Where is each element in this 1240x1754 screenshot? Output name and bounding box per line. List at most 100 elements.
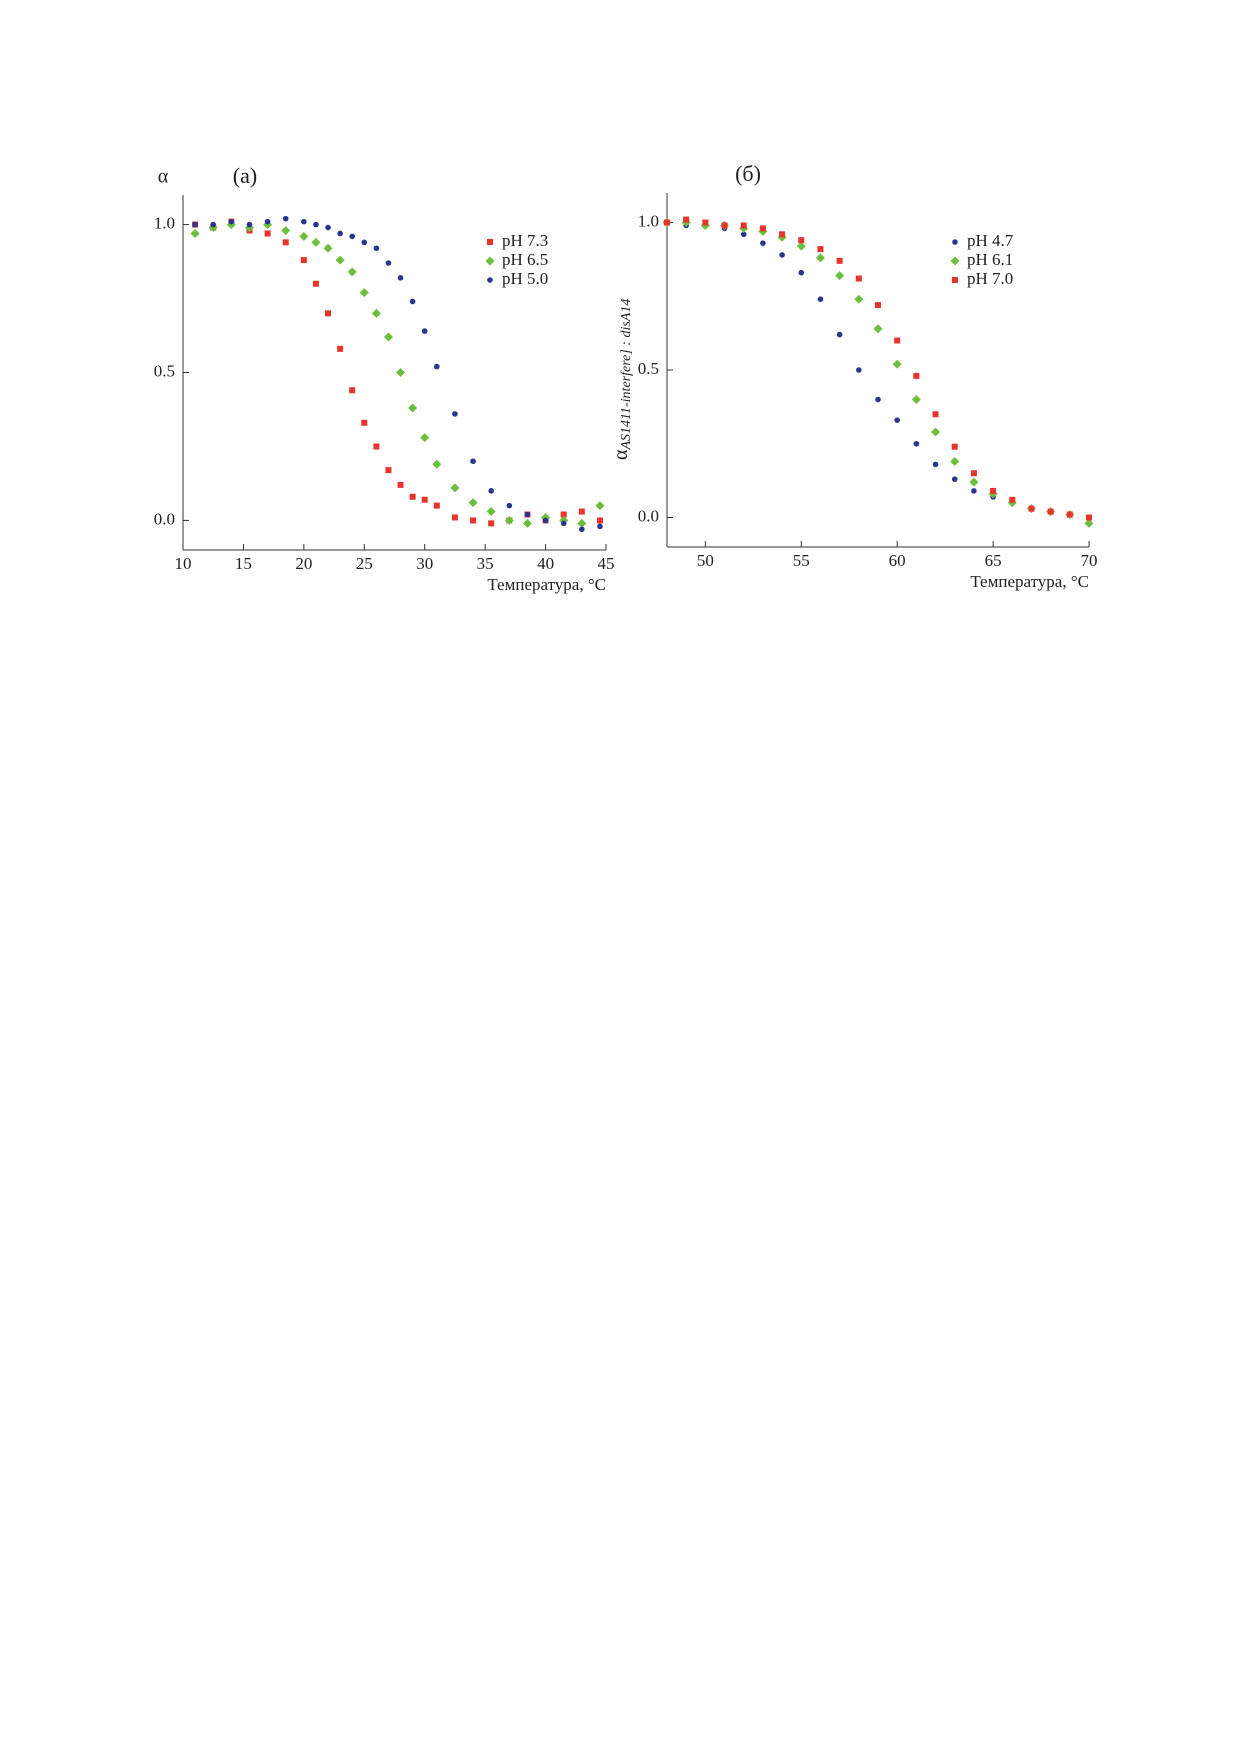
- marker: [836, 331, 843, 338]
- x-axis-label: Температура, °C: [487, 575, 606, 594]
- x-tick-label: 35: [477, 554, 494, 573]
- marker: [313, 221, 319, 228]
- y-tick-label: 0.5: [638, 359, 659, 378]
- x-tick-label: 20: [295, 554, 312, 573]
- marker: [892, 359, 902, 369]
- marker: [597, 523, 603, 530]
- marker: [190, 228, 200, 238]
- marker: [488, 488, 494, 494]
- y-tick-label: 0.0: [638, 506, 659, 525]
- marker: [950, 456, 960, 466]
- marker: [397, 481, 404, 488]
- marker: [971, 488, 977, 494]
- y-tick-label: 1.0: [638, 211, 659, 230]
- marker: [1086, 514, 1092, 521]
- marker: [542, 517, 549, 524]
- marker: [325, 310, 332, 317]
- marker: [421, 496, 428, 503]
- marker: [702, 219, 709, 226]
- marker: [506, 502, 513, 509]
- marker: [577, 518, 587, 528]
- marker: [1066, 511, 1073, 518]
- marker: [192, 221, 198, 228]
- x-tick-label: 65: [985, 551, 1002, 570]
- marker: [373, 245, 380, 252]
- marker: [450, 483, 460, 493]
- marker: [932, 461, 939, 468]
- marker: [385, 467, 392, 474]
- marker: [740, 222, 747, 229]
- marker: [854, 294, 864, 304]
- marker: [759, 225, 766, 232]
- marker: [836, 257, 843, 264]
- marker: [855, 275, 862, 282]
- legend-label: pH 4.7: [967, 231, 1014, 250]
- marker: [371, 308, 381, 318]
- marker: [873, 324, 883, 334]
- marker: [952, 239, 958, 245]
- y-axis-label: α: [158, 166, 169, 188]
- x-tick-label: 55: [793, 551, 810, 570]
- marker: [815, 253, 825, 263]
- marker: [337, 230, 343, 237]
- marker: [578, 508, 585, 515]
- marker: [486, 507, 496, 517]
- y-tick-label: 1.0: [154, 213, 175, 232]
- marker: [970, 470, 977, 477]
- marker: [300, 257, 307, 264]
- legend-label: pH 6.5: [502, 250, 548, 269]
- x-tick-label: 60: [889, 551, 906, 570]
- marker: [385, 260, 392, 266]
- legend-label: pH 7.3: [502, 231, 548, 250]
- marker: [952, 277, 958, 283]
- x-tick-label: 45: [598, 554, 615, 573]
- marker: [798, 237, 805, 244]
- marker: [408, 403, 418, 413]
- marker: [246, 221, 253, 228]
- marker: [434, 363, 440, 370]
- marker: [210, 221, 217, 228]
- marker: [894, 337, 901, 344]
- marker: [487, 277, 493, 283]
- marker: [397, 275, 404, 281]
- marker: [361, 419, 368, 426]
- marker: [522, 518, 532, 528]
- marker: [817, 246, 824, 253]
- marker: [875, 302, 881, 309]
- marker: [579, 526, 585, 533]
- marker: [359, 288, 369, 298]
- marker: [396, 368, 406, 377]
- marker: [312, 280, 319, 287]
- marker: [409, 298, 416, 305]
- marker: [798, 269, 805, 276]
- y-axis-label-main: α: [610, 449, 632, 460]
- marker: [347, 267, 357, 277]
- marker: [835, 271, 845, 281]
- marker: [337, 345, 344, 352]
- marker: [951, 443, 958, 450]
- marker: [301, 218, 307, 225]
- marker: [451, 514, 458, 521]
- marker: [740, 231, 747, 238]
- x-tick-label: 40: [537, 554, 554, 573]
- marker: [487, 239, 493, 245]
- x-tick-label: 70: [1081, 551, 1098, 570]
- marker: [913, 372, 920, 379]
- y-axis-label: αAS1411-interfere] : disA14: [610, 299, 635, 460]
- marker: [950, 256, 960, 266]
- x-tick-label: 10: [175, 554, 192, 573]
- panel-title: (а): [233, 163, 257, 188]
- x-axis-label: Температура, °C: [970, 572, 1089, 591]
- y-tick-label: 0.0: [154, 509, 175, 528]
- x-tick-label: 15: [235, 554, 252, 573]
- marker: [282, 239, 289, 246]
- marker: [875, 396, 881, 403]
- y-tick-label: 0.5: [154, 361, 175, 380]
- panel-title: (б): [735, 161, 761, 186]
- marker: [264, 218, 271, 225]
- marker: [779, 231, 786, 238]
- marker: [349, 387, 356, 394]
- marker: [361, 239, 368, 246]
- marker: [504, 515, 514, 525]
- marker: [560, 511, 567, 518]
